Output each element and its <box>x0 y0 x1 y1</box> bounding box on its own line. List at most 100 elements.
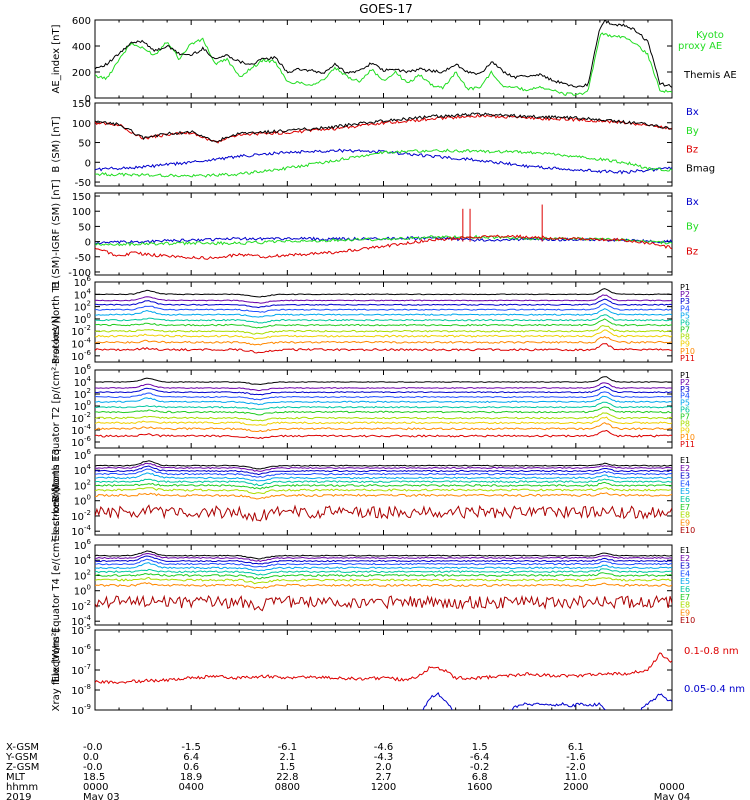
x-axis-value: 0.0 <box>83 752 99 763</box>
y-tick-label: 200 <box>72 68 91 79</box>
y-axis-label: Electrons North T3 <box>51 448 62 541</box>
y-tick-label: 106 <box>74 275 92 289</box>
y-tick-label: 10-4 <box>71 337 91 351</box>
legend-entry: By <box>686 222 699 233</box>
legend-entry: E6 <box>680 585 690 594</box>
y-tick-label: 10-4 <box>71 524 91 538</box>
legend-entry: Bz <box>686 145 698 156</box>
channel-line-P1 <box>95 376 672 386</box>
y-tick-label: 100 <box>74 312 91 326</box>
y-tick-label: 104 <box>74 463 92 477</box>
y-tick-label: 104 <box>74 553 92 567</box>
y-tick-label: 0 <box>85 94 91 105</box>
x-axis-row-label: MLT <box>6 772 26 783</box>
channel-line-E5 <box>95 472 672 482</box>
legend-entry: proxy AE <box>678 41 722 52</box>
channel-line-P9 <box>95 329 672 340</box>
channel-line-P2 <box>95 382 672 392</box>
x-axis-value: 0000 <box>659 782 684 793</box>
channel-line-E8 <box>95 487 672 495</box>
x-axis-value: 2.1 <box>279 752 295 763</box>
y-axis-label: Protons North T1 <box>51 280 62 364</box>
legend-entry: E1 <box>680 546 690 555</box>
series-line-bigrf-2 <box>95 234 672 260</box>
channel-line-E5 <box>95 562 672 572</box>
legend-entry: P8 <box>680 333 690 342</box>
legend-entry: E8 <box>680 511 690 520</box>
legend-entry: E7 <box>680 503 690 512</box>
y-tick-label: 106 <box>74 363 92 377</box>
x-axis-value: -0.2 <box>470 762 490 773</box>
y-tick-label: -50 <box>75 178 91 189</box>
y-tick-label: 0 <box>85 158 91 169</box>
series-line-ae-1 <box>95 20 672 88</box>
y-axis-label: Protons Equator T2 [p/(cm²-s-sr-keV)] <box>51 316 62 503</box>
legend-entry: 0.05-0.4 nm <box>684 684 745 695</box>
legend-entry: P10 <box>680 347 695 356</box>
y-tick-label: 10-4 <box>71 614 91 628</box>
y-tick-label: 102 <box>74 300 91 314</box>
x-axis-value: 18.9 <box>180 772 202 783</box>
y-axis-label: AE_index [nT] <box>51 24 62 93</box>
x-axis-value: -1.5 <box>181 742 201 753</box>
legend-entry: E1 <box>680 456 690 465</box>
channel-line-P3 <box>95 298 672 309</box>
x-axis-value: 2.0 <box>376 762 392 773</box>
channel-line-P9 <box>95 416 672 426</box>
legend-entry: P8 <box>680 419 690 428</box>
legend-entry: P2 <box>680 378 690 387</box>
y-tick-label: -100 <box>68 268 91 279</box>
x-axis-value: 0800 <box>275 782 300 793</box>
channel-line-P8 <box>95 412 672 422</box>
y-tick-label: 100 <box>72 207 91 218</box>
x-axis-value: 2000 <box>563 782 588 793</box>
y-axis-label: Electrons Equator T4 [e/(cm²-s-sr-keV)] <box>51 487 62 682</box>
channel-line-P5 <box>95 395 672 406</box>
panel-xray: 10-9 10-8 10-7 10-6 10-5 Xray flux [W/m²] 0.1-… <box>51 623 745 717</box>
series-line-bsm-1 <box>95 148 672 178</box>
y-tick-label: 10-2 <box>71 509 91 523</box>
y-tick-label: 100 <box>72 119 91 130</box>
x-axis-value: 22.8 <box>276 772 298 783</box>
panel-bsm: -50 0 50 100 150 B (SM) [nT] Bx By Bz Bmag <box>51 99 715 189</box>
x-axis-value: -0.0 <box>83 742 103 753</box>
channel-line-P5 <box>95 308 672 318</box>
y-tick-label: 10-7 <box>71 663 91 677</box>
x-axis-value: 18.5 <box>83 772 105 783</box>
channel-line-P6 <box>95 401 672 410</box>
channel-line-E2 <box>95 552 672 562</box>
y-tick-label: 100 <box>74 399 91 413</box>
legend-entry: E2 <box>680 554 690 563</box>
y-tick-label: 104 <box>74 375 92 389</box>
y-tick-label: 10-4 <box>71 423 91 437</box>
legend-entry: P1 <box>680 283 690 292</box>
y-tick-label: 10-6 <box>71 643 91 657</box>
x-axis-value: -4.3 <box>374 752 394 763</box>
series-line-bigrf-1 <box>95 234 672 247</box>
x-axis-value: 11.0 <box>565 772 587 783</box>
series-line-bsm-2 <box>95 113 672 144</box>
y-tick-label: 104 <box>74 287 92 301</box>
x-axis-value: 6.1 <box>568 742 584 753</box>
legend-entry: Bmag <box>686 163 715 174</box>
y-axis-label: B (SM)-IGRF (SM) [nT] <box>51 179 62 288</box>
channel-line-P1 <box>95 288 672 298</box>
legend-entry: P4 <box>680 304 690 313</box>
y-tick-label: 102 <box>74 478 91 492</box>
y-axis-label: Xray flux [W/m²] <box>51 629 62 712</box>
x-axis-value: 6.4 <box>183 752 199 763</box>
x-axis-row-label: X-GSM <box>6 742 39 753</box>
x-axis-row-label: hhmm <box>6 782 38 793</box>
y-tick-label: 10-6 <box>71 435 91 449</box>
x-axis-value: -1.6 <box>566 752 586 763</box>
legend-entry: P2 <box>680 290 690 299</box>
panel-bigrf: -100 -50 0 50 100 150 B (SM)-IGRF (SM) [nT] Bx B… <box>51 179 699 288</box>
legend-entry: E3 <box>680 472 690 481</box>
channel-line-P8 <box>95 324 672 335</box>
channel-line-P11 <box>95 429 672 440</box>
series-line-bsm-0 <box>95 148 672 175</box>
panel-frame <box>94 102 673 187</box>
channel-line-E2 <box>95 462 672 472</box>
y-tick-label: 150 <box>72 192 91 203</box>
